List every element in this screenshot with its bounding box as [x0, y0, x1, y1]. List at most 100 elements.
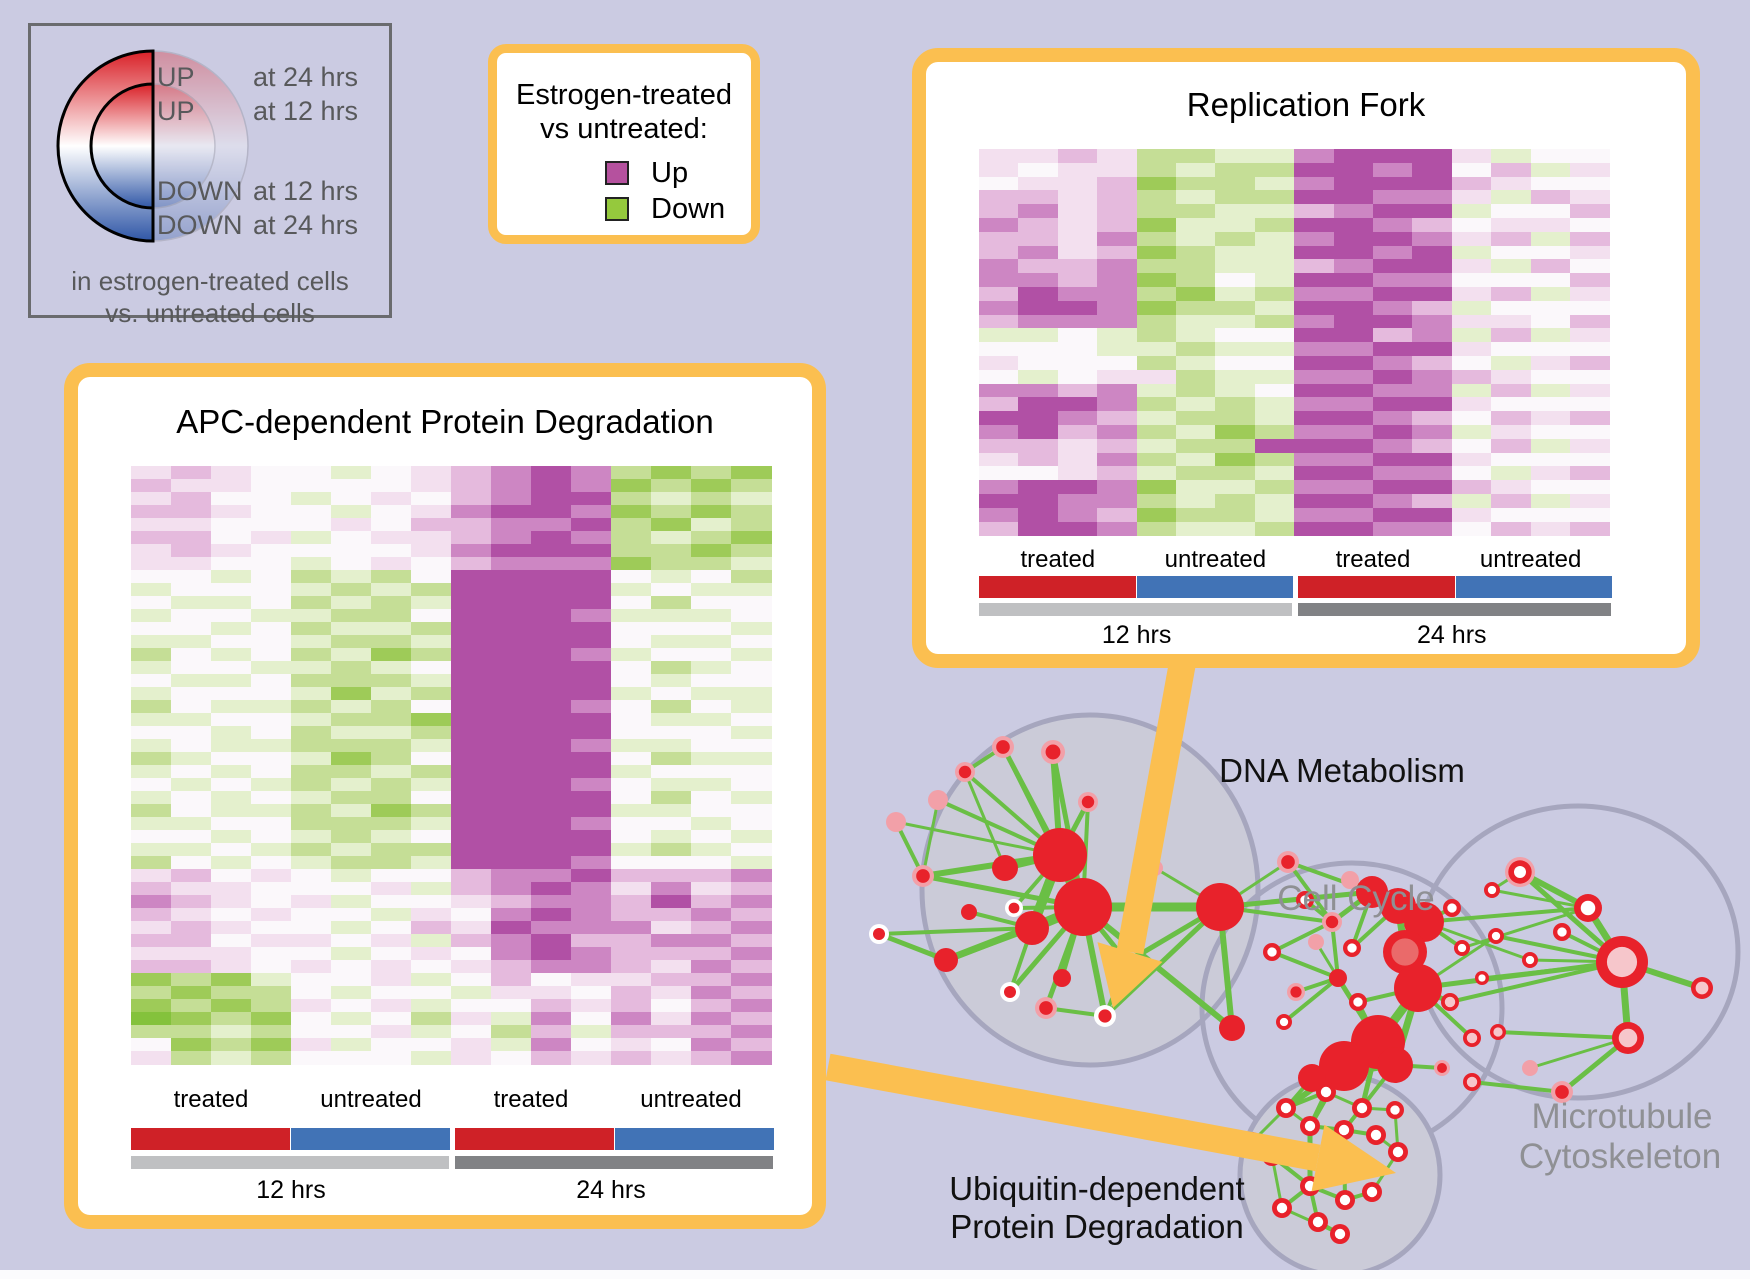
network-node	[1366, 1125, 1386, 1145]
network-edge	[1271, 950, 1339, 980]
heatmap-cell	[1057, 494, 1098, 509]
heatmap-cell	[731, 739, 772, 753]
heatmap-cell	[331, 856, 372, 870]
heatmap-cell	[411, 960, 452, 974]
time-bar	[131, 1156, 449, 1169]
heatmap-cell	[1294, 356, 1335, 371]
heatmap-cell	[1333, 245, 1374, 260]
network-edge	[895, 820, 1061, 857]
apc-heatmap	[131, 466, 772, 1065]
network-node	[1356, 876, 1388, 908]
heatmap-cell	[251, 596, 292, 610]
heatmap-cell	[371, 791, 412, 805]
heatmap-cell	[131, 947, 172, 961]
heatmap-cell	[131, 752, 172, 766]
heatmap-cell	[1373, 149, 1413, 164]
heatmap-cell	[211, 869, 252, 883]
heatmap-cell	[1451, 342, 1492, 357]
heatmap-cell	[979, 190, 1019, 205]
heatmap-cell	[411, 557, 452, 571]
time-label: at 24 hrs	[253, 62, 359, 92]
heatmap-cell	[1412, 314, 1453, 329]
heatmap-cell	[1570, 259, 1610, 274]
heatmap-cell	[1018, 190, 1059, 205]
heatmap-cell	[131, 882, 172, 896]
heatmap-cell	[1176, 452, 1216, 467]
heatmap-cell	[411, 856, 452, 870]
heatmap-cell	[211, 505, 252, 519]
heatmap-cell	[371, 726, 412, 740]
heatmap-cell	[611, 596, 652, 610]
heatmap-cell	[251, 648, 292, 662]
heatmap-cell	[331, 466, 372, 480]
heatmap-cell	[1451, 245, 1492, 260]
heatmap-cell	[531, 492, 572, 506]
heatmap-cell	[371, 1051, 412, 1065]
heatmap-cell	[1176, 438, 1216, 454]
heatmap-cell	[691, 960, 732, 974]
network-node	[1454, 940, 1470, 956]
heatmap-cell	[1333, 397, 1374, 412]
heatmap-cell	[1373, 273, 1413, 288]
heatmap-cell	[371, 544, 412, 558]
heatmap-cell	[411, 1038, 452, 1052]
heatmap-cell	[1097, 452, 1138, 467]
heatmap-cell	[691, 973, 732, 987]
heatmap-cell	[1176, 231, 1216, 247]
heatmap-cell	[1136, 494, 1177, 509]
heatmap-cell	[1412, 452, 1453, 467]
heatmap-cell	[651, 765, 692, 779]
heatmap-cell	[331, 739, 372, 753]
heatmap-cell	[979, 231, 1019, 247]
heatmap-cell	[651, 960, 692, 974]
heatmap-cell	[979, 356, 1019, 371]
network-node	[1300, 1116, 1320, 1136]
untreated-bar	[1455, 576, 1613, 598]
network-edge	[878, 926, 1033, 936]
heatmap-cell	[1097, 356, 1138, 371]
heatmap-cell	[1570, 314, 1610, 329]
heatmap-cell	[1097, 397, 1138, 412]
heatmap-cell	[491, 921, 532, 935]
heatmap-cell	[491, 830, 532, 844]
heatmap-cell	[131, 596, 172, 610]
heatmap-cell	[731, 531, 772, 545]
time-bar	[455, 1156, 773, 1169]
heatmap-cell	[251, 947, 292, 961]
estrogen-legend-title-line1: Estrogen-treated	[515, 79, 732, 111]
heatmap-cell	[1570, 273, 1610, 288]
heatmap-cell	[1136, 231, 1177, 247]
heatmap-cell	[211, 557, 252, 571]
heatmap-cell	[331, 687, 372, 701]
heatmap-cell	[451, 609, 492, 623]
heatmap-cell	[371, 466, 412, 480]
heatmap-cell	[451, 843, 492, 857]
heatmap-cell	[491, 960, 532, 974]
time-label: 12 hrs	[256, 1176, 326, 1204]
heatmap-cell	[691, 713, 732, 727]
heatmap-cell	[251, 583, 292, 597]
heatmap-cell	[1254, 218, 1295, 233]
heatmap-cell	[611, 752, 652, 766]
heatmap-cell	[1451, 300, 1492, 316]
heatmap-cell	[211, 947, 252, 961]
heatmap-cell	[691, 869, 732, 883]
heatmap-cell	[979, 218, 1019, 233]
heatmap-cell	[691, 700, 732, 714]
heatmap-cell	[651, 1025, 692, 1039]
heatmap-cell	[1333, 521, 1374, 536]
network-node	[1272, 1198, 1292, 1218]
heatmap-cell	[611, 570, 652, 584]
heatmap-cell	[211, 479, 252, 493]
heatmap-cell	[1018, 218, 1059, 233]
network-node	[1377, 1047, 1413, 1083]
heatmap-cell	[1491, 425, 1532, 440]
heatmap-cell	[571, 908, 612, 922]
heatmap-cell	[571, 973, 612, 987]
heatmap-cell	[331, 726, 372, 740]
heatmap-cell	[1254, 149, 1295, 164]
heatmap-cell	[1215, 452, 1256, 467]
heatmap-cell	[531, 882, 572, 896]
heatmap-cell	[171, 973, 212, 987]
heatmap-cell	[1254, 507, 1295, 523]
